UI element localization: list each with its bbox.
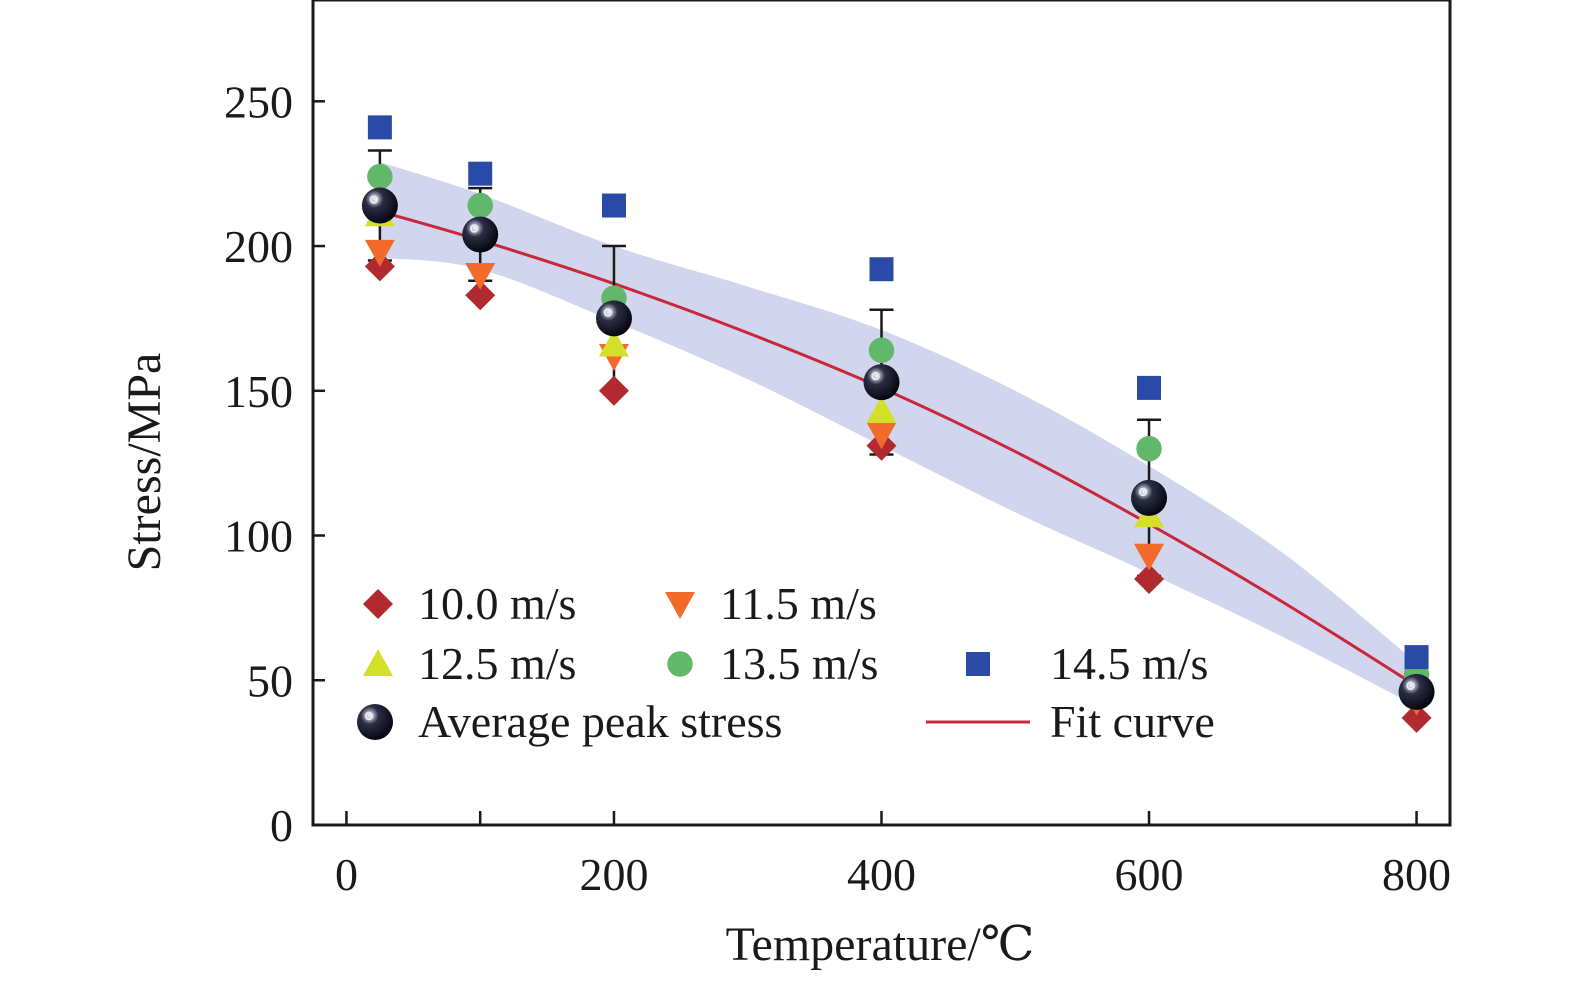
legend-item: 14.5 m/s: [966, 638, 1208, 689]
data-point: [1404, 645, 1429, 670]
x-tick-label: 200: [579, 849, 648, 900]
data-point: [1137, 375, 1162, 400]
data-point: [367, 115, 392, 140]
legend-item: 11.5 m/s: [665, 578, 877, 629]
y-tick-label: 250: [224, 76, 293, 127]
data-point: [868, 337, 895, 364]
data-point: [1401, 702, 1432, 733]
data-point: [1398, 673, 1435, 710]
y-tick-label: 50: [247, 655, 293, 706]
data-point: [467, 192, 493, 219]
data-point: [465, 263, 496, 290]
data-point: [468, 161, 493, 186]
y-axis-label: Stress/MPa: [118, 353, 171, 572]
y-tick-label: 100: [224, 511, 293, 562]
data-point: [465, 280, 496, 311]
data-point: [598, 375, 629, 406]
data-point: [869, 257, 894, 282]
x-tick-label: 400: [847, 849, 916, 900]
data-point: [866, 396, 897, 424]
data-point: [866, 422, 897, 450]
data-point: [367, 163, 393, 190]
data-point: [601, 193, 626, 218]
legend-label: Fit curve: [1050, 696, 1215, 747]
data-point: [361, 187, 398, 224]
legend-marker: [966, 652, 990, 676]
confidence-band: [379, 162, 1417, 707]
y-axis: 0 50 100 150 200 250: [224, 76, 325, 851]
legend-marker: [667, 651, 693, 677]
legend-label: Average peak stress: [418, 696, 782, 747]
y-tick-label: 150: [224, 366, 293, 417]
x-axis: 0 200 400 600 800: [335, 811, 1451, 900]
data-point: [1131, 479, 1168, 516]
data-point: [863, 364, 900, 401]
x-tick-label: 0: [335, 849, 358, 900]
legend-label: 11.5 m/s: [720, 578, 877, 629]
x-axis-label: Temperature/℃: [726, 918, 1035, 971]
data-point: [595, 300, 632, 337]
data-markers: [361, 115, 1435, 733]
legend: 10.0 m/s 11.5 m/s 12.5 m/s 13.5 m/s 14.5 m/s…: [357, 578, 1215, 747]
legend-item: Average peak stress: [357, 696, 782, 747]
legend-marker: [363, 649, 393, 676]
legend-item: 10.0 m/s: [363, 578, 576, 629]
x-tick-label: 800: [1382, 849, 1451, 900]
confidence-band-area: [379, 162, 1417, 707]
x-tick-label: 600: [1115, 849, 1184, 900]
data-point: [462, 216, 499, 253]
legend-label: 10.0 m/s: [418, 578, 576, 629]
y-tick-label: 200: [224, 221, 293, 272]
legend-item: 13.5 m/s: [667, 638, 878, 689]
data-point: [364, 239, 395, 267]
y-tick-label: 0: [270, 800, 293, 851]
legend-marker: [357, 704, 393, 740]
data-point: [1134, 563, 1165, 594]
legend-label: 13.5 m/s: [720, 638, 878, 689]
data-point: [598, 329, 629, 357]
data-point: [1136, 435, 1162, 462]
legend-item: 12.5 m/s: [363, 638, 576, 689]
legend-label: 12.5 m/s: [418, 638, 576, 689]
legend-label: 14.5 m/s: [1050, 638, 1208, 689]
legend-item: Fit curve: [926, 696, 1215, 747]
legend-marker: [363, 589, 393, 619]
data-point: [1134, 543, 1165, 571]
legend-marker: [665, 592, 695, 619]
